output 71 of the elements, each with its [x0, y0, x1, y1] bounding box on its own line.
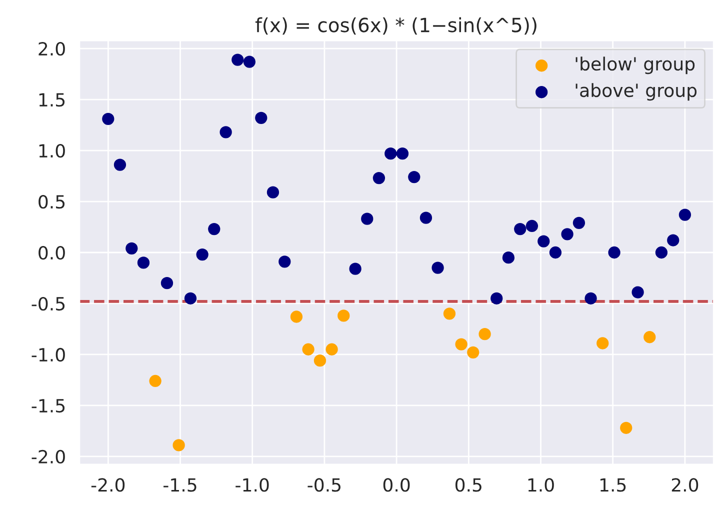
point — [302, 343, 314, 356]
point — [396, 148, 409, 160]
point — [255, 112, 268, 124]
point — [372, 172, 386, 184]
point — [361, 212, 374, 225]
point — [384, 148, 397, 160]
point — [126, 242, 138, 254]
x-tick-label: 1.0 — [528, 478, 554, 492]
point — [314, 354, 326, 367]
point — [160, 277, 174, 290]
point — [184, 292, 197, 304]
point — [538, 235, 550, 248]
point — [443, 308, 456, 320]
point — [172, 439, 185, 452]
point — [572, 216, 586, 229]
x-tick-label: 2.0 — [672, 478, 698, 492]
y-tick-label: 0.0 — [38, 246, 65, 260]
point — [137, 256, 150, 269]
x-tick-label: 0.0 — [383, 478, 410, 492]
x-tick-label: -0.5 — [308, 478, 340, 492]
point — [526, 220, 538, 232]
point — [220, 126, 232, 138]
y-tick-label: 2.0 — [38, 42, 65, 56]
point — [455, 338, 468, 350]
x-tick-label: 1.5 — [600, 478, 626, 492]
x-tick-label: -1.0 — [236, 478, 269, 492]
point — [514, 222, 526, 236]
point — [620, 422, 632, 434]
point — [584, 292, 597, 304]
point — [608, 246, 620, 259]
point — [266, 186, 280, 198]
legend-label: 'above' group — [576, 83, 697, 101]
point — [467, 346, 480, 359]
point — [632, 286, 644, 298]
point — [208, 222, 220, 236]
point — [196, 248, 208, 261]
y-tick-label: 1.5 — [39, 93, 65, 107]
point — [596, 337, 609, 350]
point — [561, 228, 574, 240]
point — [243, 56, 256, 68]
y-tick-label: 1.0 — [39, 144, 65, 158]
point — [278, 256, 291, 268]
point — [102, 112, 114, 125]
point — [338, 310, 350, 322]
y-tick-label: -1.5 — [32, 399, 65, 413]
point — [478, 328, 491, 340]
x-tick-label: -2.0 — [91, 478, 125, 492]
point — [114, 158, 126, 171]
point — [349, 262, 362, 275]
point — [549, 246, 562, 259]
point — [667, 234, 680, 246]
point — [290, 310, 303, 323]
point — [490, 292, 503, 304]
chart-title: f(x) = cos(6x) * (1−sin(x^5)) — [255, 17, 536, 35]
point — [326, 343, 338, 356]
point — [420, 212, 432, 224]
point — [655, 246, 668, 259]
x-tick-label: -1.5 — [164, 478, 196, 492]
x-tick-label: 0.5 — [455, 478, 482, 492]
point — [644, 331, 656, 344]
point — [678, 208, 692, 221]
y-tick-label: -0.5 — [32, 296, 65, 311]
point — [432, 262, 444, 274]
point — [502, 252, 515, 264]
y-tick-label: -2.0 — [32, 450, 65, 464]
point — [232, 54, 244, 66]
y-tick-label: 0.5 — [38, 194, 65, 209]
legend-label: 'below' group — [576, 56, 695, 74]
point — [149, 374, 162, 388]
point — [408, 170, 420, 184]
y-tick-label: -1.0 — [32, 348, 65, 362]
